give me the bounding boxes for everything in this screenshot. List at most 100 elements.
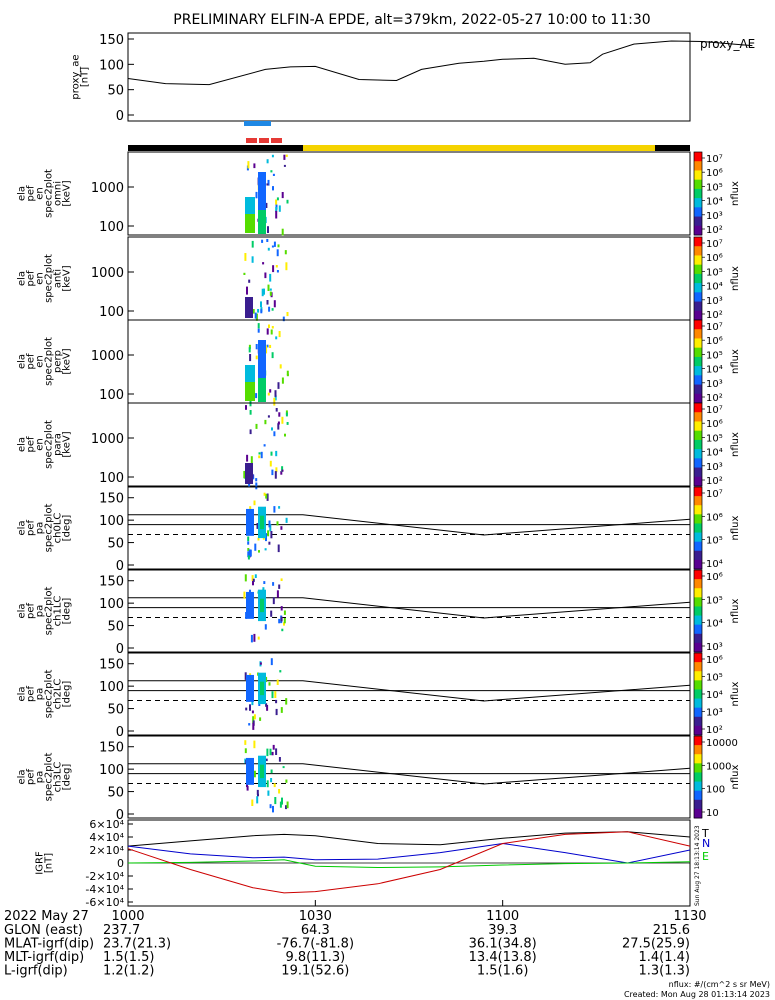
spectrogram-block	[246, 674, 254, 702]
spectrogram-cell	[268, 324, 270, 328]
y-tick-label: 0	[117, 857, 124, 870]
y-tick-label: 100	[99, 597, 124, 612]
colorbar-tick-label: 10⁶	[706, 336, 723, 347]
ephemeris-row-label: GLON (east)	[4, 923, 83, 938]
spectrogram-cell	[277, 544, 280, 553]
spectrogram-cell	[275, 699, 278, 704]
spectrogram-cell	[268, 306, 271, 312]
spectrogram-cell	[278, 757, 281, 762]
ephemeris-value: 1.5(1.5)	[103, 950, 155, 965]
colorbar-label-group: nflux	[730, 349, 741, 374]
colorbar-segment	[694, 430, 702, 441]
spectrogram-cell	[249, 549, 252, 557]
y-axis-label-word: pef	[26, 436, 37, 453]
colorbar-label-group: nflux	[730, 181, 741, 206]
energy-spectrogram-panel: 1000 100 10⁷ 10⁶ 10⁵ 10⁴ 10³ 10² nflux elapefensp…	[17, 236, 741, 322]
spectrogram-cell	[251, 256, 254, 263]
colorbar-tick-label: 10⁷	[706, 154, 723, 165]
spectrogram-cell	[253, 740, 256, 749]
spectrogram-cell	[270, 329, 273, 335]
science-zone-bar	[244, 121, 271, 126]
colorbar-segment	[694, 476, 702, 487]
spectrogram-cell	[276, 590, 279, 598]
spectrogram-cell	[270, 769, 273, 774]
y-axis-label-word: en	[35, 438, 46, 451]
spectrogram-cell	[250, 456, 253, 464]
spectrogram-cell	[266, 159, 269, 164]
colorbar-label: nflux	[730, 266, 741, 291]
spectrogram-cell	[260, 301, 262, 307]
spectrogram-cell	[248, 347, 251, 353]
y-axis-label-word: ch0LC	[53, 513, 64, 544]
pitch-angle-panel: 150 100 50 0 10000 1000 100 10 nflux elapefpaspec…	[17, 735, 741, 823]
spectrogram-block	[258, 340, 266, 402]
y-tick-label: 6×10⁴	[89, 818, 124, 831]
panel-frame	[127, 236, 691, 321]
colorbar-segment	[694, 680, 702, 690]
spectrogram-cell	[257, 323, 260, 329]
colorbar-label: nflux	[730, 432, 741, 457]
colorbar-segment	[694, 496, 702, 506]
x-tick-label: 1130	[673, 909, 706, 924]
spectrogram-cell	[244, 253, 247, 261]
ephemeris-row-label: L-igrf(dip)	[4, 964, 68, 979]
colorbar-segment	[694, 588, 702, 598]
spectrogram-cell	[263, 444, 266, 447]
spectrogram-cell	[243, 471, 246, 479]
spectrogram-block	[260, 681, 264, 696]
colorbar-segment	[694, 570, 702, 580]
igrf-series-line	[127, 842, 691, 864]
colorbar-segment	[694, 412, 702, 422]
spectrogram-cell	[268, 682, 271, 686]
colorbar-tick-label: 10⁵	[706, 350, 723, 361]
spectrogram-cell	[269, 273, 272, 282]
spectrogram-cell	[281, 466, 284, 472]
colorbar-segment	[694, 790, 702, 801]
spectrogram-cell	[267, 179, 270, 186]
colorbar-segment	[694, 393, 702, 404]
spectrogram-cell	[243, 272, 246, 275]
colorbar-tick-label: 10³	[706, 296, 723, 307]
colorbar-label-group: nflux	[730, 266, 741, 291]
spectrogram-cell	[265, 202, 268, 208]
colorbar-segment	[694, 487, 702, 497]
y-axis-label-word: en	[35, 355, 46, 368]
spectrogram-cell	[268, 541, 271, 545]
spectrogram-cell	[275, 748, 278, 755]
spectrogram-cell	[281, 377, 284, 384]
y-axis-label-word: ela	[17, 354, 28, 369]
colorbar-segment	[694, 579, 702, 589]
y-axis-label-word: [keV]	[62, 265, 73, 291]
spectrogram-cell	[249, 354, 252, 362]
colorbar-segment	[694, 225, 702, 236]
colorbar-segment	[694, 532, 702, 543]
spectrogram-cell	[252, 578, 255, 582]
ephemeris-value: -76.7(-81.8)	[277, 937, 354, 952]
ephemeris-value: 237.7	[103, 923, 140, 938]
shadow-bar	[655, 145, 690, 151]
spectrogram-cell	[253, 163, 256, 169]
spectrogram-cell	[255, 393, 258, 399]
y-axis-label-word: proxy_ae	[71, 54, 82, 99]
spectrogram-cell	[253, 500, 256, 506]
y-axis-label-word: spec2plot	[44, 587, 55, 636]
spectrogram-cell	[277, 423, 280, 430]
spectrogram-cell	[271, 308, 274, 311]
spectrogram-cell	[275, 199, 278, 205]
y-tick-label: 150	[99, 492, 124, 507]
spectrogram-cell	[247, 555, 250, 560]
spectrogram-cell	[271, 154, 274, 158]
spectrogram-cell	[248, 549, 251, 556]
spectrogram-cell	[252, 580, 254, 586]
plot-title: PRELIMINARY ELFIN-A EPDE, alt=379km, 202…	[173, 12, 650, 28]
spectrogram-cell	[266, 344, 269, 348]
y-axis-label-word: IGRF	[35, 851, 46, 875]
spectrogram-cell	[278, 789, 281, 794]
y-axis-label-word: [deg]	[62, 598, 73, 625]
colorbar-segment	[694, 283, 702, 293]
y-axis-label-word: omni	[53, 181, 64, 206]
spectrogram-cell	[267, 415, 270, 418]
colorbar-frame	[693, 735, 703, 819]
